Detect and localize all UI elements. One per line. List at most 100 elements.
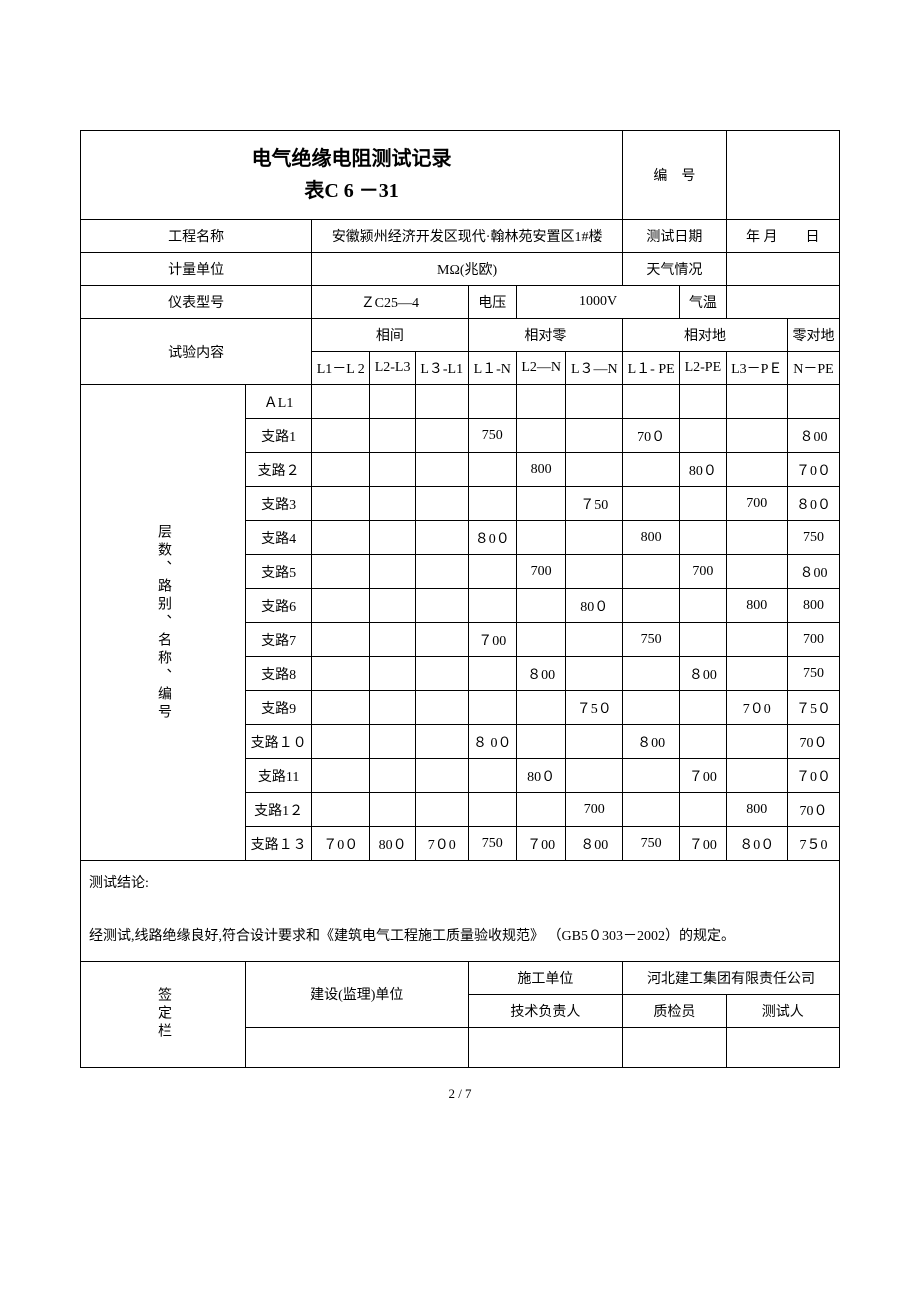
data-cell: [623, 657, 680, 691]
data-cell: [787, 385, 839, 419]
data-cell: [415, 691, 468, 725]
title-line1: 电气绝缘电阻测试记录: [85, 143, 618, 175]
number-value: [726, 131, 839, 220]
data-cell: [516, 385, 566, 419]
group-phase-neutral: 相对零: [468, 319, 623, 352]
row-name: 支路5: [246, 555, 312, 589]
data-cell: [566, 419, 623, 453]
construct-unit-value: 河北建工集团有限责任公司: [623, 961, 840, 994]
data-cell: [516, 419, 566, 453]
data-cell: [680, 725, 726, 759]
data-cell: [312, 623, 370, 657]
col-l1-pe: L１- PE: [623, 352, 680, 385]
data-cell: [516, 691, 566, 725]
data-cell: [312, 419, 370, 453]
data-cell: [468, 793, 516, 827]
page-number: 2 / 7: [80, 1086, 840, 1102]
row-name: ＡL1: [246, 385, 312, 419]
build-unit-label: 建设(监理)单位: [246, 961, 469, 1027]
data-cell: 750: [623, 623, 680, 657]
data-cell: [468, 385, 516, 419]
data-cell: [726, 385, 787, 419]
row-name: 支路1２: [246, 793, 312, 827]
data-cell: ７00: [680, 759, 726, 793]
data-cell: ８ 0０: [468, 725, 516, 759]
data-cell: [468, 453, 516, 487]
data-cell: [726, 657, 787, 691]
data-cell: [415, 657, 468, 691]
col-n-pe: N－PE: [787, 352, 839, 385]
temp-value: [726, 286, 839, 319]
conclusion-text: 经测试,线路绝缘良好,符合设计要求和《建筑电气工程施工质量验收规范》 （GB5０…: [89, 924, 831, 951]
side-label: 层数、路别、名称、编号: [81, 385, 246, 861]
data-cell: 800: [623, 521, 680, 555]
data-cell: [312, 589, 370, 623]
data-cell: ７00: [680, 827, 726, 861]
data-cell: [370, 589, 416, 623]
data-cell: [370, 691, 416, 725]
project-label: 工程名称: [81, 220, 312, 253]
unit-label: 计量单位: [81, 253, 312, 286]
data-cell: [726, 419, 787, 453]
data-cell: 700: [680, 555, 726, 589]
tester-label: 测试人: [726, 994, 839, 1027]
data-cell: [566, 759, 623, 793]
data-cell: [516, 623, 566, 657]
data-cell: [680, 691, 726, 725]
col-l2-pe: L2-PE: [680, 352, 726, 385]
data-cell: 750: [787, 657, 839, 691]
data-cell: ８00: [787, 419, 839, 453]
data-cell: [312, 385, 370, 419]
data-cell: [415, 725, 468, 759]
data-cell: [370, 657, 416, 691]
data-cell: [726, 453, 787, 487]
col-l3-pe: L3－PＥ: [726, 352, 787, 385]
data-cell: [370, 759, 416, 793]
tester-sign: [726, 1027, 839, 1067]
data-cell: [623, 555, 680, 589]
group-phase-phase: 相间: [312, 319, 468, 352]
title-line2: 表C 6 －31: [85, 175, 618, 207]
data-cell: [516, 487, 566, 521]
col-l2-l3: L2-L3: [370, 352, 416, 385]
data-cell: [370, 521, 416, 555]
data-cell: 800: [516, 453, 566, 487]
data-cell: ７50: [566, 487, 623, 521]
test-content-label: 试验内容: [81, 319, 312, 385]
data-cell: 70０: [787, 725, 839, 759]
data-cell: [415, 759, 468, 793]
weather-label: 天气情况: [623, 253, 726, 286]
project-value: 安徽颍州经济开发区现代·翰林苑安置区1#楼: [312, 220, 623, 253]
row-name: 支路7: [246, 623, 312, 657]
data-cell: [468, 487, 516, 521]
data-cell: [312, 725, 370, 759]
tech-lead-sign: [468, 1027, 623, 1067]
data-cell: [370, 793, 416, 827]
data-cell: ８0０: [787, 487, 839, 521]
main-table: 电气绝缘电阻测试记录 表C 6 －31 编 号 工程名称 安徽颍州经济开发区现代…: [80, 130, 840, 1068]
data-cell: [370, 487, 416, 521]
number-label: 编 号: [623, 131, 726, 220]
data-cell: [680, 623, 726, 657]
data-cell: [312, 691, 370, 725]
data-cell: [312, 453, 370, 487]
inspector-sign: [623, 1027, 726, 1067]
data-cell: ７5０: [787, 691, 839, 725]
data-cell: ７00: [468, 623, 516, 657]
data-cell: [516, 589, 566, 623]
data-cell: ７5０: [566, 691, 623, 725]
voltage-label: 电压: [468, 286, 516, 319]
construct-unit-label: 施工单位: [468, 961, 623, 994]
data-cell: [566, 521, 623, 555]
data-cell: [566, 453, 623, 487]
group-phase-earth: 相对地: [623, 319, 788, 352]
data-cell: ８00: [623, 725, 680, 759]
data-cell: [370, 453, 416, 487]
data-cell: [566, 555, 623, 589]
data-cell: [566, 385, 623, 419]
data-cell: ８00: [680, 657, 726, 691]
data-cell: [415, 589, 468, 623]
data-cell: 70０: [787, 793, 839, 827]
data-cell: [726, 759, 787, 793]
data-cell: ８0０: [726, 827, 787, 861]
